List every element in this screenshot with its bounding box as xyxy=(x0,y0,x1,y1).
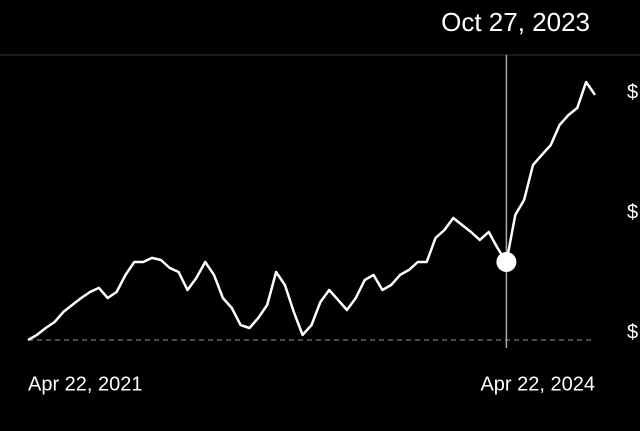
y-tick-label: $ xyxy=(627,321,638,343)
price-line xyxy=(27,80,597,342)
selected-date: Oct 27, 2023 xyxy=(441,7,590,37)
y-tick-label: $ xyxy=(627,201,638,223)
y-tick-label: $ xyxy=(627,81,638,103)
selected-point xyxy=(496,251,517,272)
x-tick-label: Apr 22, 2021 xyxy=(28,373,143,395)
x-tick-label: Apr 22, 2024 xyxy=(480,373,595,395)
